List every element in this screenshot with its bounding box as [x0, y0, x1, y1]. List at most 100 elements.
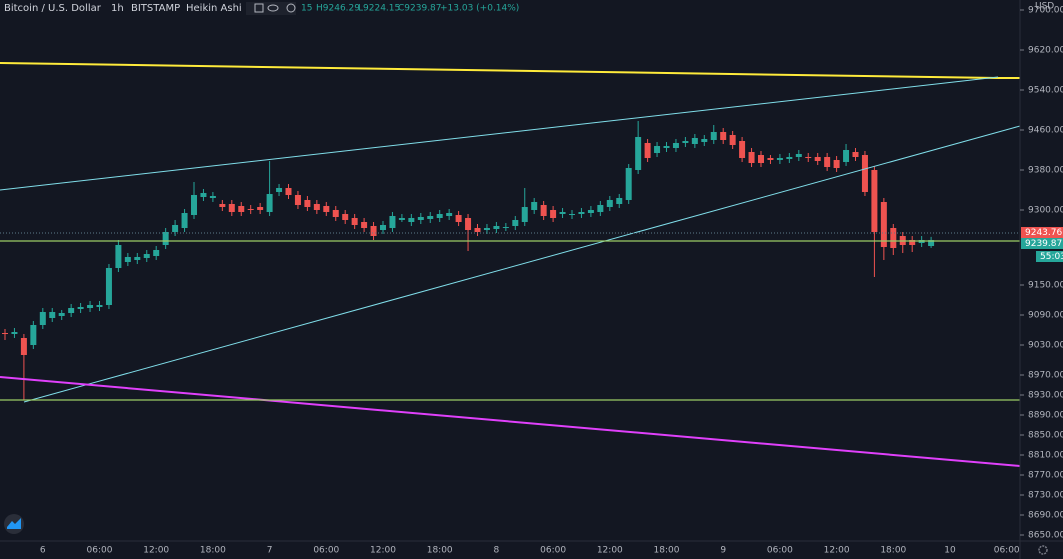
price-tag — [1021, 238, 1063, 249]
x-tick-label: 6 — [40, 546, 46, 556]
candle-body — [49, 312, 56, 318]
currency[interactable]: USD — [1035, 2, 1054, 12]
candle-body — [2, 333, 8, 334]
interval[interactable]: 1h — [111, 3, 124, 14]
candle-body — [578, 212, 585, 214]
candle-body — [11, 332, 18, 334]
candle-body — [852, 152, 859, 157]
y-tick-label: 9460.00 — [1028, 126, 1063, 136]
candle-body — [219, 204, 226, 207]
candle-body — [493, 226, 500, 229]
trend-line — [0, 376, 1021, 467]
price-tag-label: 9239.87 — [1025, 239, 1062, 249]
candle-body — [361, 222, 368, 228]
candle-body — [474, 228, 481, 232]
candle-body — [786, 157, 793, 159]
candle-body — [313, 204, 320, 210]
candle-body — [569, 214, 575, 215]
x-tick-label: 06:00 — [87, 546, 113, 556]
candle-body — [663, 146, 670, 148]
candle-body — [370, 226, 377, 236]
candle-body — [172, 225, 179, 232]
candle-body — [257, 207, 264, 210]
x-tick-label: 10 — [944, 546, 956, 556]
candle-body — [20, 338, 27, 355]
candle-body — [294, 195, 301, 205]
x-tick-label: 06:00 — [767, 546, 793, 556]
candle-body — [748, 152, 755, 163]
candle-body — [417, 217, 424, 220]
exchange: BITSTAMP — [131, 3, 180, 14]
candle-body — [635, 137, 642, 170]
candle-body — [68, 308, 75, 313]
candle-body — [701, 139, 708, 142]
legend-high: H9246.29 — [316, 4, 360, 14]
x-tick-label: 06:00 — [994, 546, 1020, 556]
candle-body — [587, 210, 594, 213]
currency-box[interactable] — [1031, 0, 1057, 12]
candle-body — [380, 225, 386, 230]
candle-body — [455, 215, 462, 222]
candle-body — [625, 168, 632, 200]
candle-body — [446, 213, 453, 216]
candle-body — [843, 150, 850, 162]
legend-close: C9239.87 — [398, 4, 442, 14]
candle-body — [729, 135, 736, 145]
x-tick-label: 18:00 — [654, 546, 680, 556]
candle-body — [276, 188, 283, 192]
y-tick-label: 8650.00 — [1028, 531, 1063, 541]
candle-body — [200, 193, 207, 197]
candle-body — [351, 218, 358, 225]
candle-body — [77, 307, 84, 309]
y-tick-label: 9300.00 — [1028, 206, 1063, 216]
candle-body — [304, 200, 311, 207]
candle-body — [389, 216, 396, 228]
candle-body — [776, 158, 783, 160]
candle-body — [909, 240, 916, 245]
legend-change: +13.03 (+0.14%) — [440, 4, 519, 14]
candle-body — [483, 228, 490, 230]
symbol-title[interactable]: Bitcoin / U.S. Dollar — [4, 3, 102, 14]
x-tick-label: 7 — [267, 546, 273, 556]
toolbar-icons[interactable] — [246, 2, 296, 15]
candle-body — [672, 143, 679, 148]
candle-body — [105, 268, 112, 305]
x-tick-label: 8 — [494, 546, 500, 556]
candle-body — [342, 214, 349, 220]
x-tick-label: 12:00 — [824, 546, 850, 556]
candle-body — [616, 198, 623, 204]
x-tick-label: 18:00 — [880, 546, 906, 556]
candle-body — [427, 216, 434, 219]
y-tick-label: 9700.00 — [1028, 6, 1063, 16]
icon[interactable] — [267, 4, 279, 12]
candle-body — [238, 206, 245, 212]
candle-body — [654, 146, 661, 153]
candle-body — [597, 205, 604, 212]
trend-line — [0, 62, 999, 79]
candle-body — [805, 157, 812, 158]
y-tick-label: 8770.00 — [1028, 471, 1063, 481]
icon[interactable] — [286, 3, 296, 13]
chart-style: Heikin Ashi — [186, 3, 242, 14]
y-tick-label: 8890.00 — [1028, 411, 1063, 421]
candle-body — [408, 218, 415, 222]
candle-body — [247, 209, 254, 210]
price-tag-label: 9243.76 — [1025, 228, 1062, 238]
x-tick-label: 18:00 — [427, 546, 453, 556]
candle-body — [691, 138, 698, 144]
x-tick-label: 12:00 — [370, 546, 396, 556]
candle-body — [87, 305, 94, 308]
icon[interactable] — [254, 3, 264, 13]
legend-low: L9224.15 — [358, 4, 400, 14]
candle-body — [332, 210, 339, 217]
y-tick-label: 9030.00 — [1028, 341, 1063, 351]
candle-body — [96, 305, 103, 307]
candle-body — [833, 160, 840, 168]
candle-body — [465, 218, 472, 230]
trend-line — [23, 125, 1021, 403]
settings-button[interactable] — [1038, 545, 1048, 555]
candle-body — [758, 155, 764, 163]
y-tick-label: 9540.00 — [1028, 86, 1063, 96]
candle-body — [124, 257, 131, 262]
